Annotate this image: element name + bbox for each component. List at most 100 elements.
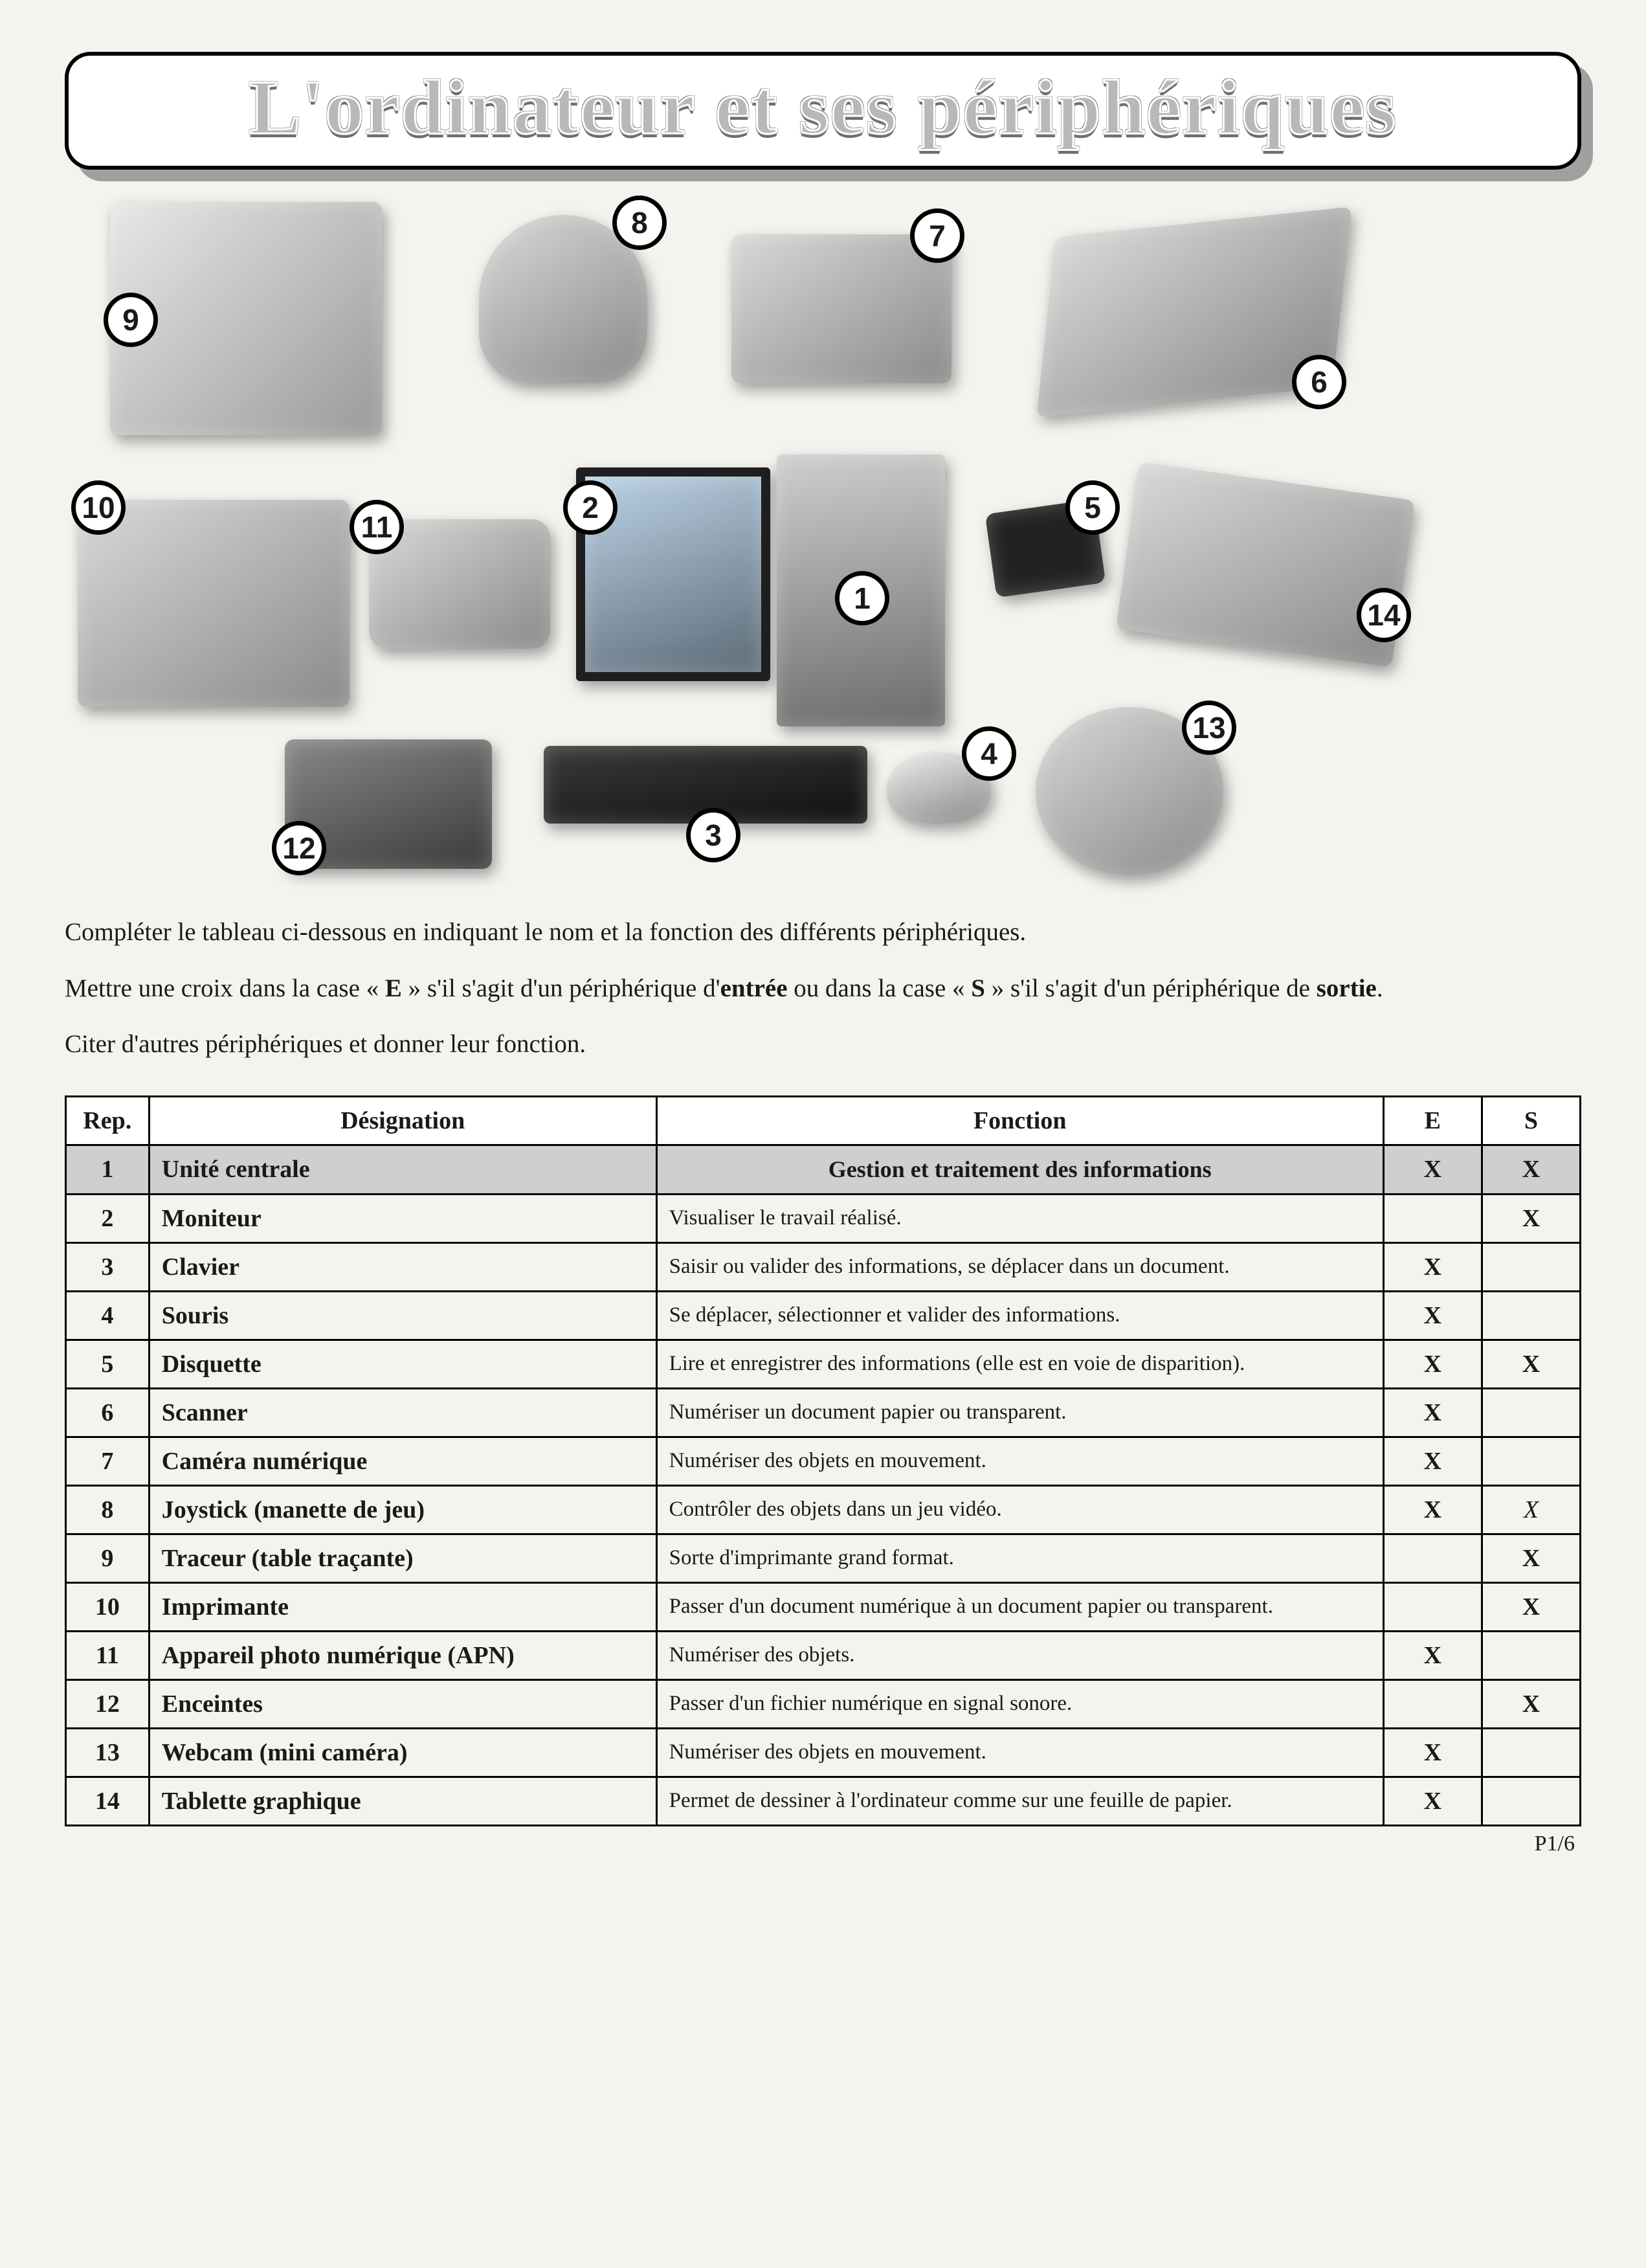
- floppy-disk-device: 5: [990, 506, 1100, 590]
- cell-sortie: X: [1482, 1582, 1580, 1631]
- cell-designation: Traceur (table traçante): [149, 1534, 656, 1582]
- cell-entree: X: [1383, 1485, 1482, 1534]
- cell-fonction: Numériser des objets en mouvement.: [656, 1437, 1383, 1485]
- cell-entree: [1383, 1582, 1482, 1631]
- cell-designation: Disquette: [149, 1340, 656, 1388]
- instr2-part-d: » s'il s'agit d'un périphérique de: [985, 974, 1317, 1002]
- cell-designation: Caméra numérique: [149, 1437, 656, 1485]
- table-header-row: Rep. Désignation Fonction E S: [66, 1096, 1581, 1145]
- cell-rep: 4: [66, 1291, 150, 1340]
- page-number: P1/6: [65, 1832, 1581, 1856]
- cell-fonction: Passer d'un fichier numérique en signal …: [656, 1679, 1383, 1728]
- cell-fonction: Visualiser le travail réalisé.: [656, 1194, 1383, 1242]
- cell-rep: 13: [66, 1728, 150, 1777]
- device-number-badge: 7: [910, 208, 964, 263]
- peripherals-table: Rep. Désignation Fonction E S 1Unité cen…: [65, 1095, 1581, 1826]
- cell-rep: 10: [66, 1582, 150, 1631]
- cell-fonction: Saisir ou valider des informations, se d…: [656, 1242, 1383, 1291]
- device-number-badge: 13: [1182, 701, 1236, 755]
- camcorder-device: 7: [731, 234, 951, 383]
- cell-sortie: X: [1482, 1340, 1580, 1388]
- cell-entree: X: [1383, 1242, 1482, 1291]
- device-number-badge: 8: [612, 196, 667, 250]
- instr2-part-b: » s'il s'agit d'un périphérique d': [402, 974, 720, 1002]
- joystick-device: 8: [479, 215, 647, 383]
- cell-sortie: X: [1482, 1679, 1580, 1728]
- cell-fonction: Contrôler des objets dans un jeu vidéo.: [656, 1485, 1383, 1534]
- instr2-S: S: [971, 974, 985, 1002]
- device-number-badge: 5: [1065, 480, 1120, 535]
- cell-rep: 5: [66, 1340, 150, 1388]
- cell-sortie: [1482, 1388, 1580, 1437]
- col-header-designation: Désignation: [149, 1096, 656, 1145]
- instr2-part-a: Mettre une croix dans la case «: [65, 974, 385, 1002]
- cell-sortie: X: [1482, 1194, 1580, 1242]
- table-row: 10ImprimantePasser d'un document numériq…: [66, 1582, 1581, 1631]
- cpu-tower-device: 1: [777, 455, 945, 726]
- worksheet-page: L'ordinateur et ses périphériques 987610…: [65, 52, 1581, 1856]
- device-number-badge: 2: [563, 480, 617, 535]
- cell-fonction: Se déplacer, sélectionner et valider des…: [656, 1291, 1383, 1340]
- cell-entree: X: [1383, 1728, 1482, 1777]
- cell-sortie: [1482, 1291, 1580, 1340]
- cell-rep: 2: [66, 1194, 150, 1242]
- cell-fonction: Lire et enregistrer des informations (el…: [656, 1340, 1383, 1388]
- cell-designation: Scanner: [149, 1388, 656, 1437]
- table-row: 4SourisSe déplacer, sélectionner et vali…: [66, 1291, 1581, 1340]
- page-title: L'ordinateur et ses périphériques: [95, 69, 1551, 146]
- cell-entree: X: [1383, 1437, 1482, 1485]
- cell-designation: Webcam (mini caméra): [149, 1728, 656, 1777]
- table-row: 12EnceintesPasser d'un fichier numérique…: [66, 1679, 1581, 1728]
- col-header-fonction: Fonction: [656, 1096, 1383, 1145]
- cell-entree: X: [1383, 1777, 1482, 1825]
- monitor-device: 2: [576, 467, 770, 681]
- table-row: 2MoniteurVisualiser le travail réalisé. X: [66, 1194, 1581, 1242]
- device-number-badge: 14: [1357, 588, 1411, 642]
- table-row: 6ScannerNumériser un document papier ou …: [66, 1388, 1581, 1437]
- col-header-rep: Rep.: [66, 1096, 150, 1145]
- cell-designation: Clavier: [149, 1242, 656, 1291]
- cell-rep: 14: [66, 1777, 150, 1825]
- cell-entree: X: [1383, 1291, 1482, 1340]
- device-number-badge: 3: [686, 808, 740, 862]
- cell-entree: [1383, 1534, 1482, 1582]
- instruction-2: Mettre une croix dans la case « E » s'il…: [65, 971, 1581, 1007]
- table-row: 13Webcam (mini caméra)Numériser des obje…: [66, 1728, 1581, 1777]
- devices-illustration: 9876101121514123413: [65, 196, 1581, 882]
- device-number-badge: 11: [350, 500, 404, 554]
- cell-designation: Moniteur: [149, 1194, 656, 1242]
- device-number-badge: 4: [962, 726, 1016, 781]
- cell-fonction: Numériser des objets en mouvement.: [656, 1728, 1383, 1777]
- table-row: 11Appareil photo numérique (APN)Numérise…: [66, 1631, 1581, 1679]
- col-header-e: E: [1383, 1096, 1482, 1145]
- cell-fonction: Numériser un document papier ou transpar…: [656, 1388, 1383, 1437]
- cell-entree: [1383, 1679, 1482, 1728]
- cell-rep: 6: [66, 1388, 150, 1437]
- cell-sortie: X: [1482, 1534, 1580, 1582]
- device-number-badge: 12: [272, 821, 326, 875]
- instr2-E: E: [385, 974, 402, 1002]
- device-number-badge: 6: [1292, 355, 1346, 409]
- device-number-badge: 10: [71, 480, 126, 535]
- cell-sortie: [1482, 1437, 1580, 1485]
- cell-fonction: Numériser des objets.: [656, 1631, 1383, 1679]
- webcam-device: 13: [1036, 707, 1223, 875]
- mouse-device: 4: [887, 752, 990, 824]
- col-header-s: S: [1482, 1096, 1580, 1145]
- camcorder-device-shape: [731, 234, 951, 383]
- title-banner: L'ordinateur et ses périphériques: [65, 52, 1581, 170]
- cell-entree: X: [1383, 1631, 1482, 1679]
- cell-rep: 1: [66, 1145, 150, 1194]
- table-row: 8Joystick (manette de jeu)Contrôler des …: [66, 1485, 1581, 1534]
- device-number-badge: 9: [104, 293, 158, 347]
- instr2-sortie: sortie: [1317, 974, 1377, 1002]
- cell-entree: X: [1383, 1340, 1482, 1388]
- cell-entree: X: [1383, 1388, 1482, 1437]
- printer-device: 10: [78, 500, 350, 707]
- cell-entree: [1383, 1194, 1482, 1242]
- cell-rep: 12: [66, 1679, 150, 1728]
- cell-sortie: [1482, 1242, 1580, 1291]
- title-box: L'ordinateur et ses périphériques: [65, 52, 1581, 170]
- instruction-3: Citer d'autres périphériques et donner l…: [65, 1026, 1581, 1063]
- scanner-device: 6: [1049, 221, 1340, 403]
